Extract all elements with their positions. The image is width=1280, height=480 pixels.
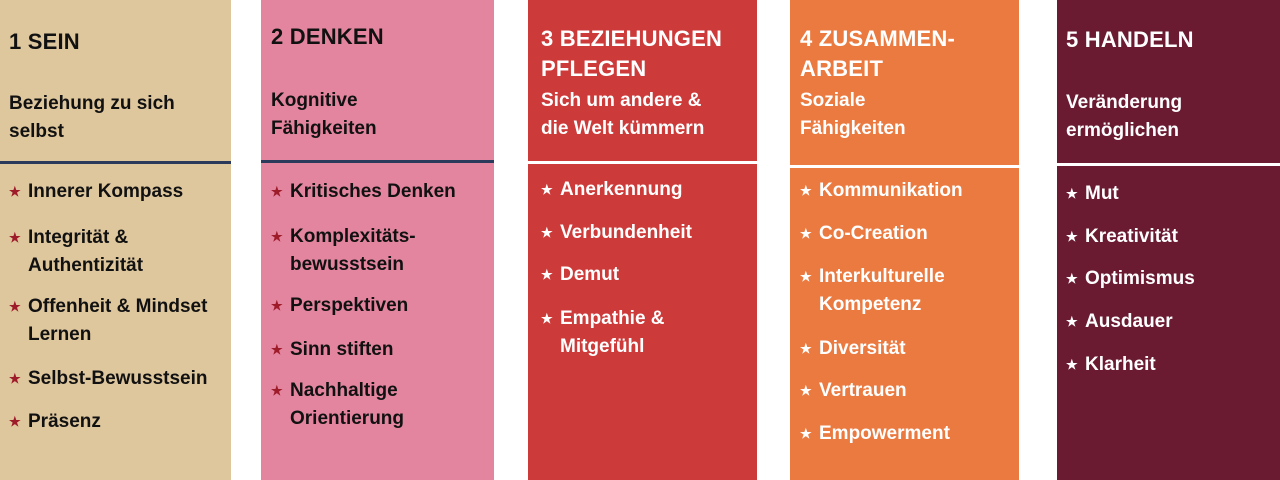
column-divider [261, 160, 494, 163]
star-icon: ★ [271, 383, 283, 398]
column-subtitle: Beziehung zu sich selbst [9, 93, 175, 142]
star-icon: ★ [9, 414, 21, 429]
star-icon: ★ [1066, 186, 1078, 201]
item-label: Kritisches Denken [290, 181, 456, 202]
item-label: Vertrauen [819, 380, 907, 401]
column-title: 4 ZUSAMMEN- ARBEIT [800, 26, 955, 81]
star-icon: ★ [9, 230, 21, 245]
item-label: Offenheit & Mindset Lernen [28, 296, 208, 345]
star-icon: ★ [271, 342, 283, 357]
star-icon: ★ [1066, 357, 1078, 372]
star-icon: ★ [541, 225, 553, 240]
item-label: Präsenz [28, 411, 101, 432]
item-label: Interkulturelle Kompetenz [819, 266, 945, 315]
star-icon: ★ [800, 226, 812, 241]
column-subtitle: Kognitive Fähigkeiten [271, 90, 377, 139]
star-icon: ★ [271, 184, 283, 199]
item-label: Verbundenheit [560, 222, 692, 243]
column-title: 3 BEZIEHUNGEN PFLEGEN [541, 26, 723, 81]
column-subtitle: Sich um andere & die Welt kümmern [541, 90, 705, 139]
column-divider [528, 161, 757, 164]
star-icon: ★ [800, 183, 812, 198]
item-label: Kommunikation [819, 180, 963, 201]
star-icon: ★ [1066, 271, 1078, 286]
item-label: Mut [1085, 183, 1119, 204]
column-divider [0, 161, 231, 164]
star-icon: ★ [541, 267, 553, 282]
star-icon: ★ [800, 383, 812, 398]
column-subtitle: Veränderung ermöglichen [1066, 92, 1183, 141]
star-icon: ★ [800, 341, 812, 356]
item-label: Anerkennung [560, 179, 683, 200]
star-icon: ★ [271, 298, 283, 313]
star-icon: ★ [9, 371, 21, 386]
item-label: Integrität & Authentizität [28, 227, 144, 276]
star-icon: ★ [1066, 314, 1078, 329]
star-icon: ★ [271, 229, 283, 244]
item-label: Klarheit [1085, 354, 1156, 375]
star-icon: ★ [800, 269, 812, 284]
column-subtitle: Soziale Fähigkeiten [800, 90, 906, 139]
item-label: Innerer Kompass [28, 181, 184, 202]
star-icon: ★ [9, 184, 21, 199]
star-icon: ★ [9, 299, 21, 314]
item-label: Empathie & Mitgefühl [560, 308, 665, 357]
item-label: Optimismus [1085, 268, 1195, 289]
star-icon: ★ [1066, 229, 1078, 244]
column-handeln: 5 HANDELN Veränderung ermöglichen ★ Mut ★… [1057, 0, 1280, 480]
column-title: 5 HANDELN [1066, 27, 1194, 52]
item-label: Perspektiven [290, 295, 409, 316]
star-icon: ★ [541, 311, 553, 326]
star-icon: ★ [800, 426, 812, 441]
item-label: Demut [560, 264, 620, 285]
item-label: Selbst-Bewusstsein [28, 368, 208, 389]
column-denken: 2 DENKEN Kognitive Fähigkeiten ★ Kritisch… [261, 0, 494, 480]
item-label: Komplexitäts- bewusstsein [290, 226, 416, 275]
column-title: 1 SEIN [9, 29, 80, 54]
column-beziehungen-pflegen: 3 BEZIEHUNGEN PFLEGEN Sich um andere & d… [528, 0, 757, 480]
item-label: Ausdauer [1085, 311, 1173, 332]
column-divider [790, 165, 1019, 168]
star-icon: ★ [541, 182, 553, 197]
column-title: 2 DENKEN [271, 24, 384, 49]
item-label: Sinn stiften [290, 339, 394, 360]
column-divider [1057, 163, 1280, 166]
item-label: Empowerment [819, 423, 950, 444]
item-label: Kreativität [1085, 226, 1178, 247]
column-sein: 1 SEIN Beziehung zu sich selbst ★ Innerer… [0, 0, 231, 480]
item-label: Nachhaltige Orientierung [290, 380, 405, 429]
item-label: Diversität [819, 338, 906, 359]
item-label: Co-Creation [819, 223, 928, 244]
column-zusammenarbeit: 4 ZUSAMMEN- ARBEIT Soziale Fähigkeiten ★… [790, 0, 1019, 480]
